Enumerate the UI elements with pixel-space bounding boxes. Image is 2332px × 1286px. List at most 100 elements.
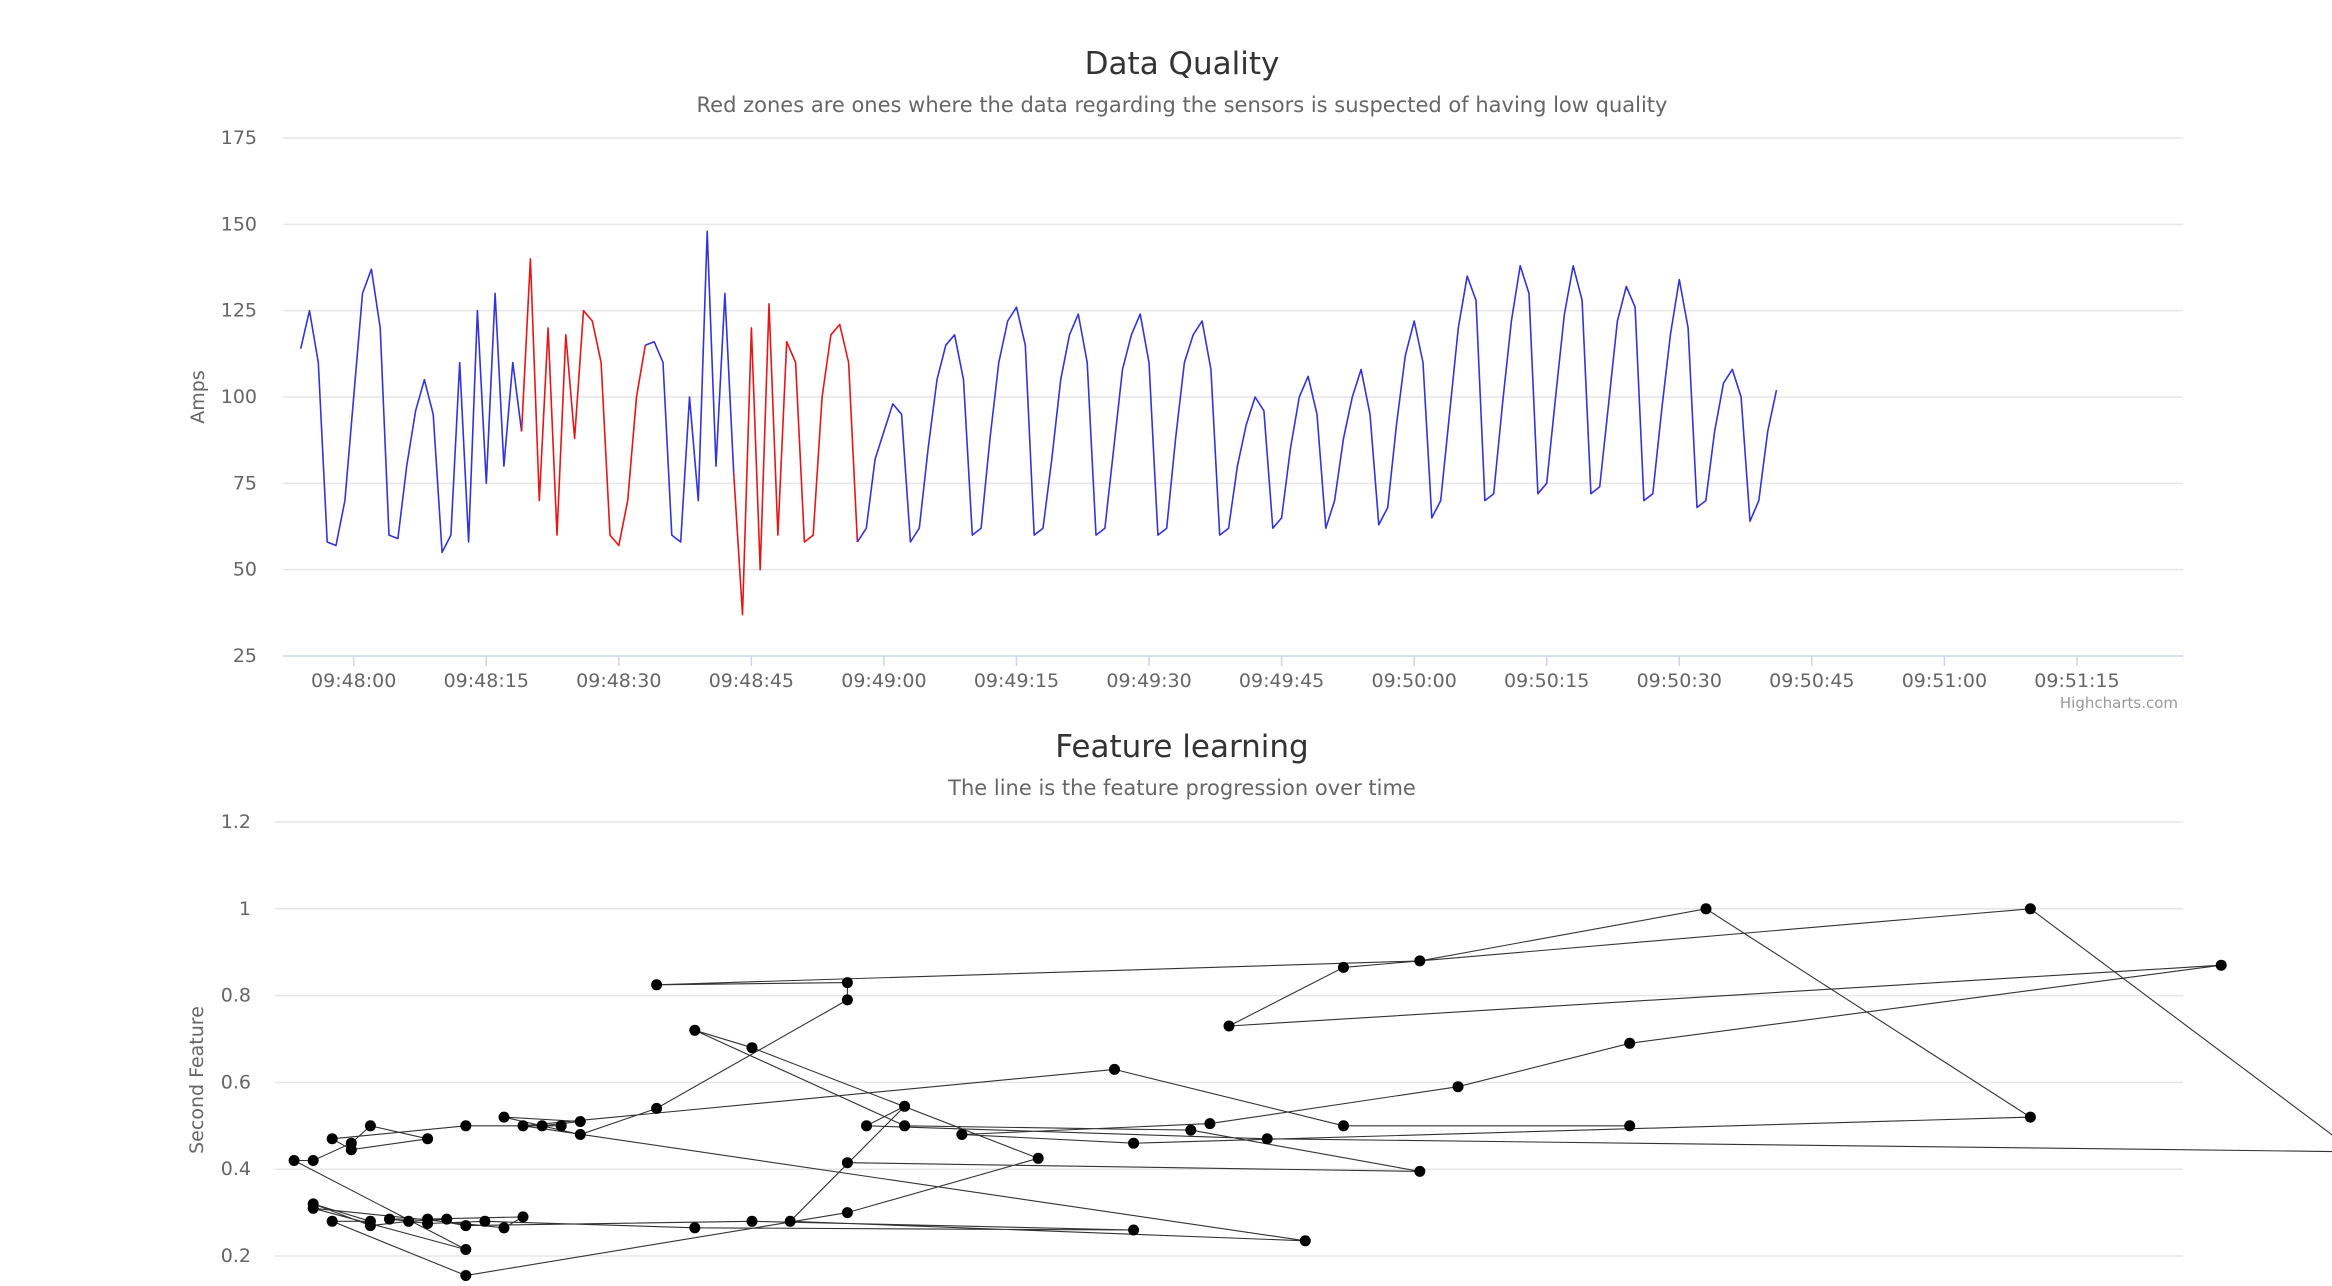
feature-progression-line[interactable] (293, 908, 2332, 1277)
highcharts-credit[interactable]: Highcharts.com (2060, 694, 2178, 712)
data-point-marker[interactable] (441, 1213, 453, 1225)
data-point-marker[interactable] (2215, 959, 2227, 971)
data-point-marker[interactable] (517, 1211, 529, 1223)
y-axis-title: Second Feature (186, 1006, 208, 1154)
data-point-marker[interactable] (517, 1120, 529, 1132)
data-point-marker[interactable] (384, 1213, 395, 1225)
data-point-marker[interactable] (307, 1202, 319, 1214)
data-point-marker[interactable] (326, 1215, 338, 1227)
data-point-marker[interactable] (651, 1102, 663, 1114)
data-point-marker[interactable] (1128, 1224, 1140, 1236)
y-tick-label: 100 (221, 386, 257, 408)
data-point-marker[interactable] (307, 1155, 319, 1166)
data-point-marker[interactable] (288, 1155, 300, 1166)
data-point-marker[interactable] (899, 1100, 911, 1112)
data-point-marker[interactable] (841, 1157, 853, 1169)
y-tick-label: 75 (233, 472, 257, 494)
y-tick-label: 0.8 (221, 985, 251, 1007)
chart-subtitle: The line is the feature progression over… (947, 776, 1416, 800)
x-axis-ticks: 09:48:00 09:48:15 09:48:30 09:48:45 09:49:00… (311, 656, 2120, 692)
data-point-marker[interactable] (689, 1222, 701, 1234)
x-tick-label: 09:48:15 (444, 670, 529, 692)
data-point-marker[interactable] (1128, 1137, 1140, 1149)
x-tick-label: 09:51:00 (1902, 670, 1987, 692)
feature-learning-chart: Feature learning The line is the feature… (186, 729, 2332, 1281)
low-quality-segment[interactable] (520, 258, 647, 547)
chart-title: Feature learning (1055, 729, 1308, 765)
data-point-marker[interactable] (1452, 1081, 1464, 1093)
data-point-marker[interactable] (422, 1133, 434, 1145)
low-quality-segment[interactable] (732, 303, 859, 616)
data-point-marker[interactable] (1185, 1124, 1197, 1136)
data-point-marker[interactable] (460, 1244, 472, 1255)
data-point-marker[interactable] (1624, 1037, 1636, 1049)
data-point-marker[interactable] (784, 1215, 796, 1227)
data-point-marker[interactable] (403, 1215, 415, 1227)
y-axis-ticks: 0.2 0.4 0.6 0.8 1 1.2 (221, 811, 251, 1267)
y-tick-label: 1 (239, 898, 251, 920)
x-tick-label: 09:48:45 (709, 670, 794, 692)
data-point-marker[interactable] (345, 1144, 357, 1156)
data-point-marker[interactable] (574, 1129, 586, 1140)
data-point-marker[interactable] (479, 1215, 491, 1227)
x-tick-label: 09:49:30 (1106, 670, 1191, 692)
normal-segment[interactable] (856, 265, 1778, 543)
data-point-marker[interactable] (536, 1120, 548, 1132)
data-quality-chart: Data Quality Red zones are ones where th… (187, 46, 2183, 712)
normal-segment[interactable] (645, 230, 735, 543)
data-point-marker[interactable] (1414, 1165, 1426, 1177)
data-point-marker[interactable] (899, 1120, 911, 1132)
data-point-marker[interactable] (1223, 1020, 1235, 1032)
data-point-marker[interactable] (746, 1215, 758, 1227)
data-point-marker[interactable] (1109, 1063, 1120, 1075)
data-point-marker[interactable] (841, 977, 853, 989)
data-point-marker[interactable] (498, 1222, 510, 1234)
data-point-marker[interactable] (1338, 961, 1349, 973)
data-point-marker[interactable] (574, 1116, 586, 1127)
normal-segment[interactable] (299, 268, 523, 554)
y-tick-label: 1.2 (221, 811, 251, 833)
x-tick-label: 09:49:45 (1239, 670, 1324, 692)
data-point-marker[interactable] (498, 1111, 510, 1123)
data-point-marker[interactable] (364, 1220, 376, 1232)
data-point-marker[interactable] (364, 1120, 376, 1132)
chart-title: Data Quality (1085, 46, 1280, 82)
y-tick-label: 150 (221, 213, 257, 235)
x-tick-label: 09:51:15 (2034, 670, 2119, 692)
y-tick-label: 50 (233, 559, 257, 581)
data-point-marker[interactable] (422, 1213, 434, 1225)
x-tick-label: 09:49:00 (841, 670, 926, 692)
data-point-marker[interactable] (2024, 903, 2036, 915)
series-group (299, 230, 1778, 616)
data-point-marker[interactable] (460, 1120, 472, 1132)
y-gridlines (283, 137, 2183, 657)
data-point-marker[interactable] (841, 994, 853, 1006)
x-tick-label: 09:50:00 (1371, 670, 1456, 692)
data-point-marker[interactable] (1700, 903, 1712, 915)
x-tick-label: 09:48:00 (311, 670, 396, 692)
data-point-marker[interactable] (460, 1220, 472, 1232)
data-point-marker[interactable] (2024, 1111, 2036, 1123)
data-point-marker[interactable] (555, 1120, 567, 1132)
data-point-marker[interactable] (956, 1129, 968, 1140)
x-tick-label: 09:50:45 (1769, 670, 1854, 692)
data-point-marker[interactable] (1624, 1120, 1636, 1132)
y-tick-label: 25 (233, 645, 257, 667)
y-tick-label: 0.6 (221, 1071, 251, 1093)
data-point-marker[interactable] (460, 1270, 472, 1281)
data-point-marker[interactable] (1261, 1133, 1273, 1145)
data-point-marker[interactable] (841, 1207, 853, 1219)
data-point-marker[interactable] (861, 1120, 872, 1132)
data-point-marker[interactable] (689, 1024, 701, 1036)
x-tick-label: 09:49:15 (974, 670, 1059, 692)
data-point-marker[interactable] (1204, 1118, 1216, 1130)
data-point-marker[interactable] (651, 979, 663, 991)
data-point-marker[interactable] (1338, 1120, 1349, 1132)
x-tick-label: 09:50:15 (1504, 670, 1589, 692)
data-point-marker[interactable] (1032, 1152, 1044, 1164)
data-point-marker[interactable] (1414, 955, 1426, 967)
data-point-marker[interactable] (1299, 1235, 1311, 1247)
data-point-marker[interactable] (326, 1133, 338, 1145)
data-point-marker[interactable] (746, 1042, 758, 1054)
